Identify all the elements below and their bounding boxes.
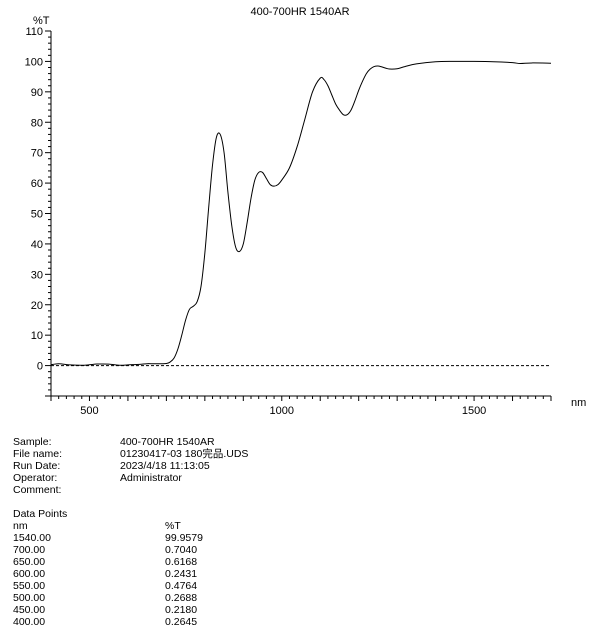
- x-ticks: 500 1000 1500: [50, 396, 552, 417]
- y-tick-label: 30: [31, 269, 43, 281]
- y-tick-label: 110: [25, 26, 43, 38]
- sample-value: 400-700HR 1540AR: [120, 436, 215, 448]
- transmittance-chart: 400-700HR 1540AR %T nm 11010090807060504…: [25, 6, 587, 417]
- operator-value: Administrator: [120, 472, 182, 484]
- y-tick-label: 50: [31, 209, 43, 221]
- axes: [50, 31, 551, 397]
- y-axis-label: %T: [33, 15, 50, 27]
- table-row: 400.00 0.2645: [13, 616, 203, 628]
- file-name-value: 01230417-03 180完品.UDS: [120, 448, 249, 460]
- table-row: 600.00 0.2431: [13, 568, 203, 580]
- t-cell: 0.7040: [165, 544, 198, 556]
- nm-cell: 450.00: [13, 604, 46, 616]
- t-cell: 0.2645: [165, 616, 198, 628]
- run-date-label: Run Date:: [13, 460, 61, 472]
- y-tick-label: 100: [25, 56, 43, 68]
- y-tick-label: 0: [37, 361, 43, 373]
- table-row: 650.00 0.6168: [13, 556, 203, 568]
- y-tick-label: 80: [31, 117, 43, 129]
- nm-column-header: nm: [13, 520, 28, 532]
- nm-cell: 500.00: [13, 592, 46, 604]
- nm-cell: 550.00: [13, 580, 46, 592]
- data-points-table: nm %T 1540.00 99.9579 700.00 0.7040 650.00 0.…: [13, 520, 203, 628]
- x-tick-label: 1000: [270, 405, 294, 417]
- y-tick-label: 60: [31, 178, 43, 190]
- sample-label: Sample:: [13, 436, 52, 448]
- nm-cell: 1540.00: [13, 532, 51, 544]
- x-axis-label: nm: [571, 397, 586, 409]
- nm-cell: 700.00: [13, 544, 46, 556]
- series-line-transmittance: [50, 60, 552, 366]
- sample-info: Sample: 400-700HR 1540AR File name: 0123…: [13, 436, 573, 496]
- table-row: 450.00 0.2180: [13, 604, 203, 616]
- y-tick-label: 90: [31, 87, 43, 99]
- t-cell: 0.2180: [165, 604, 198, 616]
- table-row: 1540.00 99.9579: [13, 532, 203, 544]
- t-column-header: %T: [165, 520, 181, 532]
- info-row-comment: Comment:: [13, 484, 573, 496]
- t-cell: 0.2688: [165, 592, 198, 604]
- x-tick-label: 500: [80, 405, 98, 417]
- t-cell: 0.2431: [165, 568, 198, 580]
- table-row: 700.00 0.7040: [13, 544, 203, 556]
- data-points-title: Data Points: [13, 508, 68, 520]
- nm-cell: 650.00: [13, 556, 46, 568]
- x-tick-label: 1500: [462, 405, 486, 417]
- t-cell: 99.9579: [165, 532, 203, 544]
- y-tick-label: 20: [31, 300, 43, 312]
- y-tick-label: 40: [31, 239, 43, 251]
- operator-label: Operator:: [13, 472, 58, 484]
- chart-title: 400-700HR 1540AR: [250, 6, 349, 18]
- data-points-header: nm %T: [13, 520, 203, 532]
- info-row-date: Run Date: 2023/4/18 11:13:05: [13, 460, 573, 472]
- file-name-label: File name:: [13, 448, 63, 460]
- info-row-sample: Sample: 400-700HR 1540AR: [13, 436, 573, 448]
- y-tick-label: 10: [31, 330, 43, 342]
- y-tick-label: 70: [31, 148, 43, 160]
- nm-cell: 400.00: [13, 616, 46, 628]
- table-row: 500.00 0.2688: [13, 592, 203, 604]
- table-row: 550.00 0.4764: [13, 580, 203, 592]
- info-row-operator: Operator: Administrator: [13, 472, 573, 484]
- nm-cell: 600.00: [13, 568, 46, 580]
- t-cell: 0.6168: [165, 556, 198, 568]
- info-row-file: File name: 01230417-03 180完品.UDS: [13, 448, 573, 460]
- comment-label: Comment:: [13, 484, 62, 496]
- run-date-value: 2023/4/18 11:13:05: [120, 460, 210, 472]
- t-cell: 0.4764: [165, 580, 198, 592]
